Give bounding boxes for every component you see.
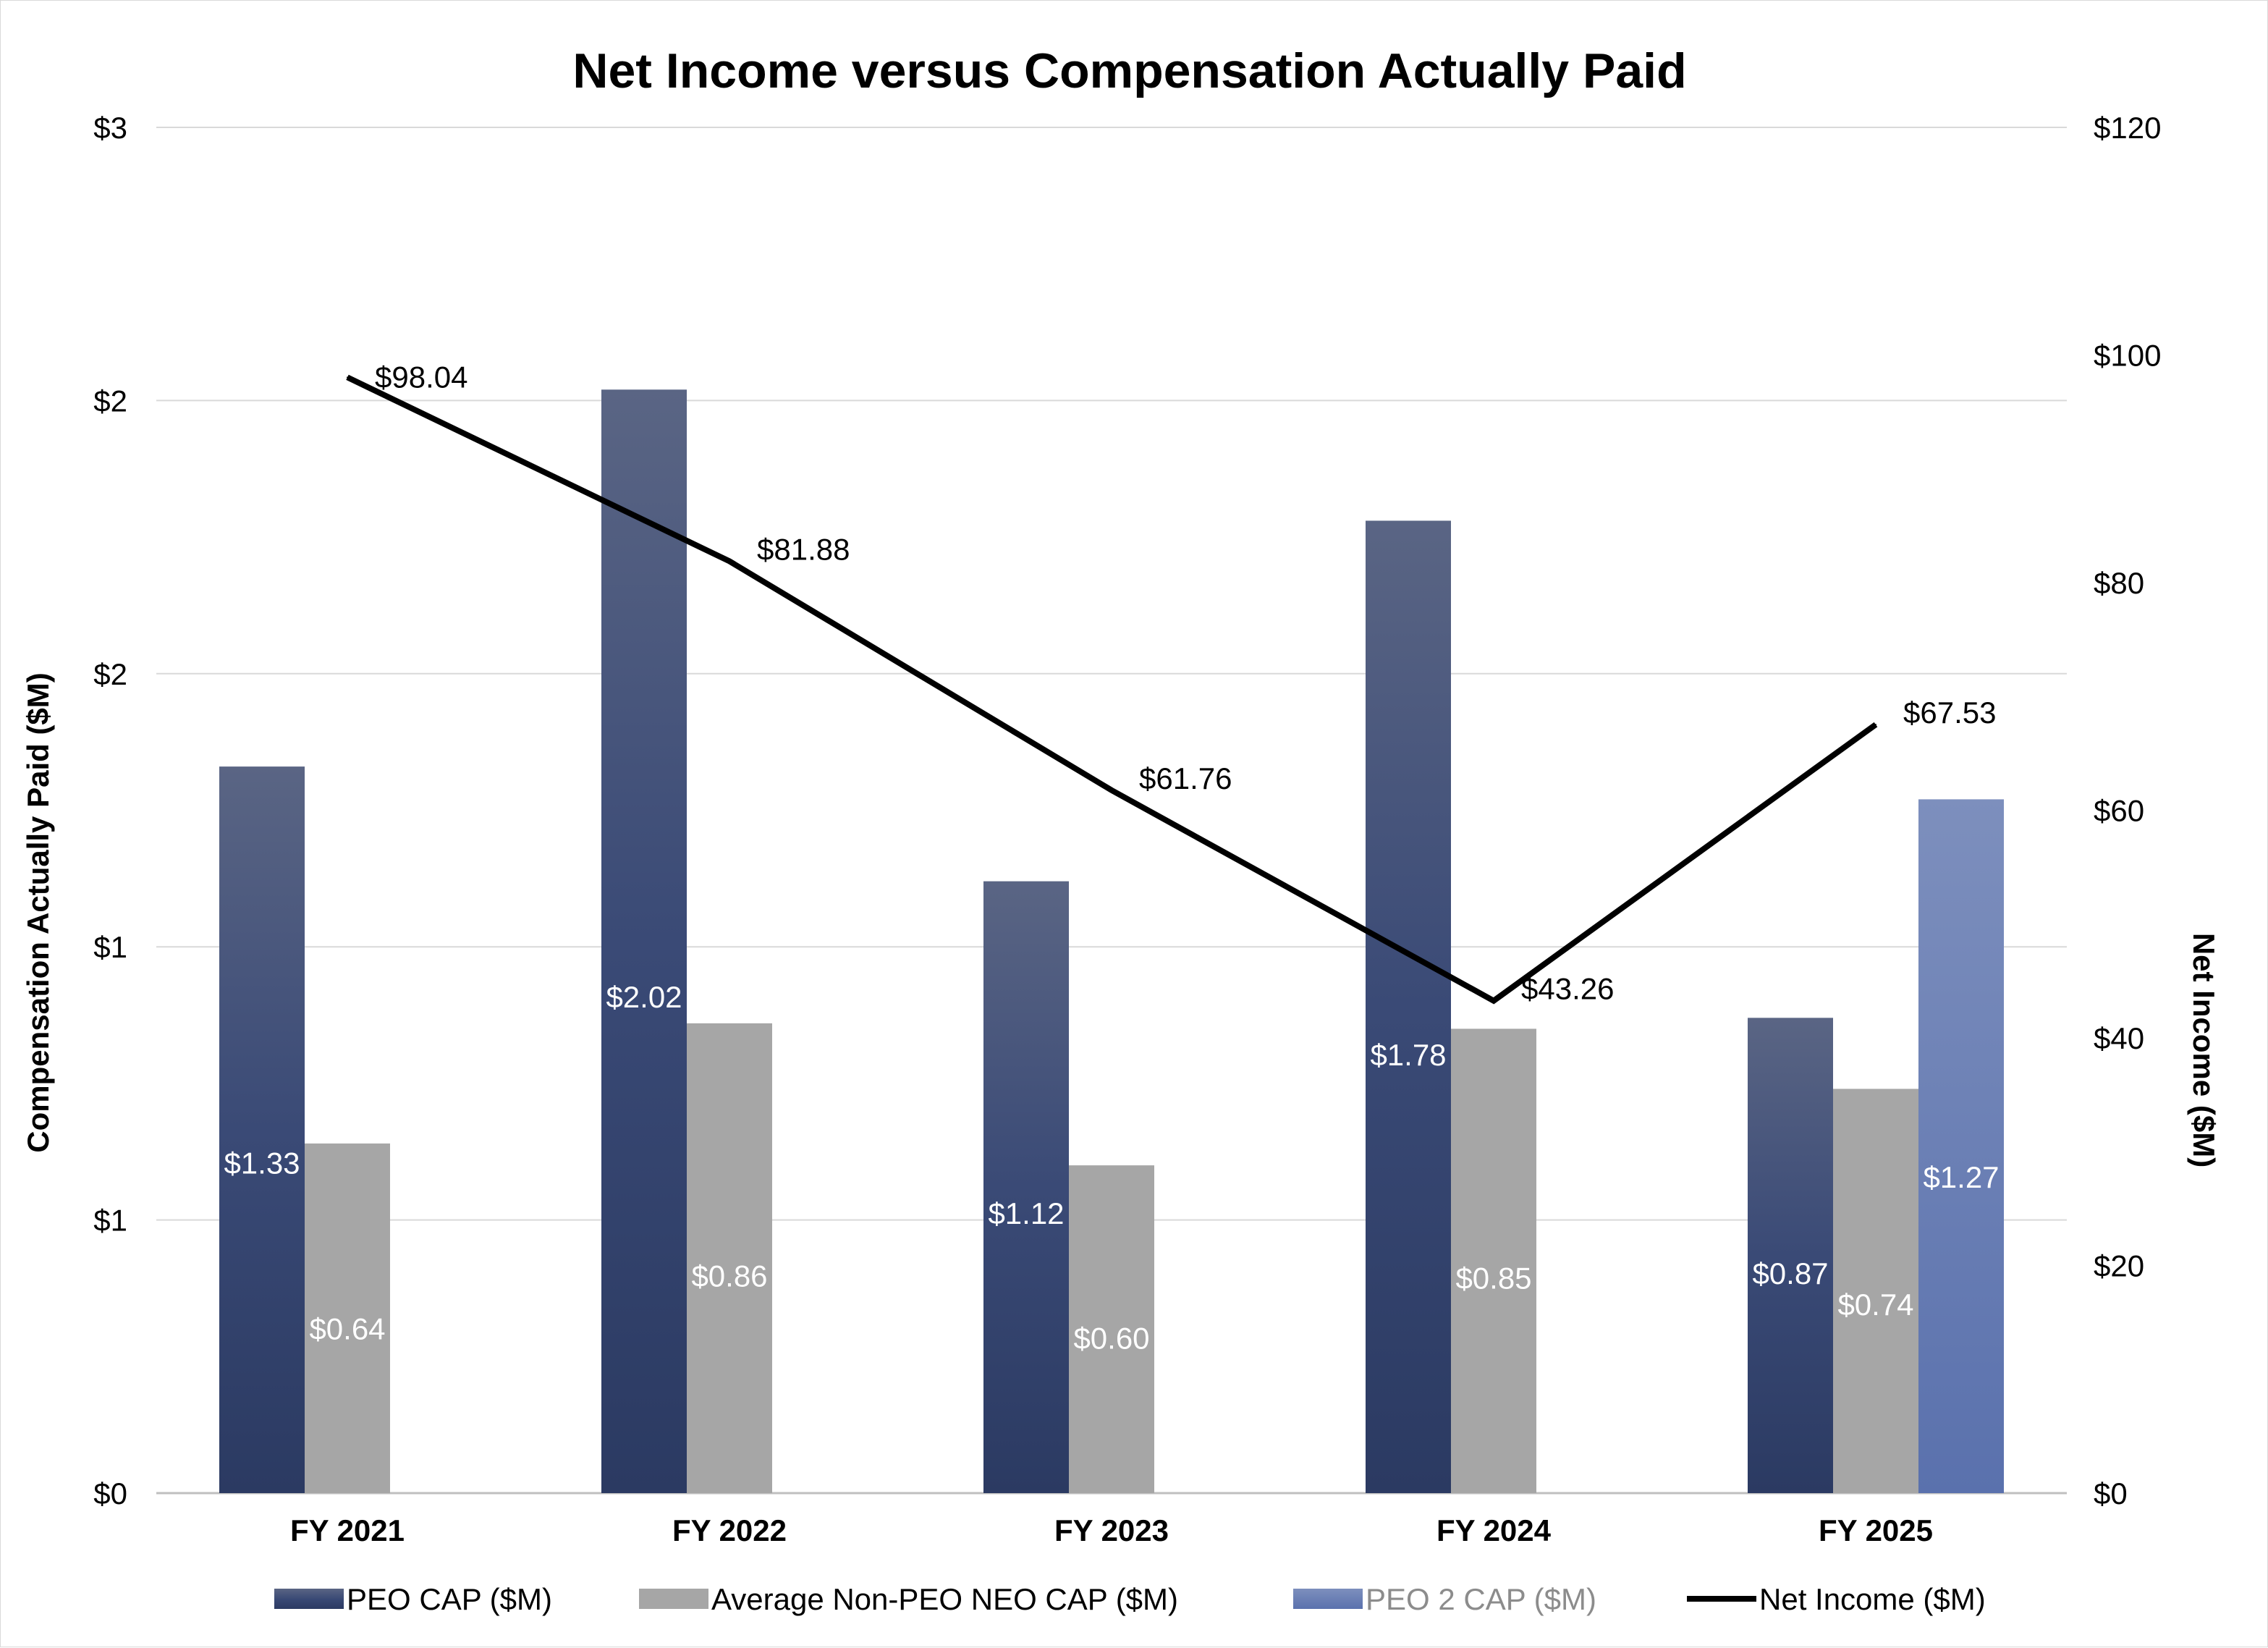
line-point (1875, 724, 1876, 726)
y2-tick-label: $40 (2094, 1021, 2144, 1055)
bar-average-non-peo-neo-cap-m- (305, 1143, 390, 1493)
bar-data-label: $2.02 (606, 980, 682, 1014)
y2-axis-title: Net Income ($M) (2187, 933, 2221, 1167)
y2-tick-label: $120 (2094, 111, 2161, 145)
legend-label: Average Non-PEO NEO CAP ($M) (711, 1582, 1178, 1616)
line-data-label: $61.76 (1139, 761, 1232, 795)
legend-swatch (1293, 1589, 1363, 1609)
bar-data-label: $0.64 (309, 1311, 385, 1345)
bar-average-non-peo-neo-cap-m- (1069, 1165, 1154, 1493)
y2-tick-label: $0 (2094, 1476, 2128, 1510)
line-point (1111, 789, 1112, 791)
chart-title: Net Income versus Compensation Actually … (572, 43, 1686, 98)
line-data-label: $67.53 (1903, 696, 1996, 730)
data-labels: $1.33 $0.64 $2.02 $0.86 $1.12 $0.60 $1.78 $0.85… (224, 980, 1999, 1356)
legend-swatch (639, 1589, 708, 1609)
legend-label: Net Income ($M) (1759, 1582, 1986, 1616)
legend-swatch (274, 1589, 344, 1609)
bar-data-label: $0.85 (1455, 1262, 1531, 1296)
x-tick-label: FY 2021 (290, 1513, 405, 1547)
y-tick-label: $0 (93, 1476, 127, 1510)
bar-peo-cap-m- (601, 389, 687, 1494)
bar-peo-cap-m- (1748, 1018, 1833, 1493)
bar-peo-2-cap-m- (1918, 799, 2004, 1493)
bar-data-label: $0.74 (1837, 1288, 1913, 1322)
y2-tick-label: $60 (2094, 794, 2144, 828)
bar-peo-cap-m- (1366, 520, 1451, 1493)
bar-data-label: $1.27 (1923, 1160, 1999, 1194)
net-income-line: $98.04 $81.88 $61.76 $43.26 $67.53 (346, 360, 1996, 1006)
y-tick-label: $2 (93, 657, 127, 691)
right-axis-ticks: $0 $20 $40 $60 $80 $100 $120 (2094, 111, 2161, 1510)
bar-peo-cap-m- (983, 881, 1069, 1493)
bar-average-non-peo-neo-cap-m- (1451, 1028, 1536, 1493)
net-income-polyline (346, 374, 1878, 1005)
y-tick-label: $1 (93, 1204, 127, 1238)
bar-peo-cap-m- (219, 766, 305, 1493)
x-tick-label: FY 2024 (1436, 1513, 1552, 1547)
bar-average-non-peo-neo-cap-m- (687, 1023, 772, 1493)
bar-data-label: $0.87 (1752, 1256, 1828, 1290)
y-axis-title: Compensation Actually Paid ($M) (21, 672, 55, 1153)
bar-data-label: $0.60 (1073, 1322, 1149, 1356)
legend-label: PEO CAP ($M) (347, 1582, 552, 1616)
bar-data-label: $1.12 (988, 1196, 1064, 1230)
line-data-label: $81.88 (757, 532, 850, 566)
line-point (729, 560, 730, 562)
line-point (347, 376, 348, 379)
line-data-label: $98.04 (375, 360, 467, 394)
bar-data-label: $1.78 (1370, 1038, 1446, 1072)
y-tick-label: $1 (93, 930, 127, 964)
legend-label: PEO 2 CAP ($M) (1366, 1582, 1596, 1616)
x-tick-label: FY 2025 (1819, 1513, 1933, 1547)
y2-tick-label: $80 (2094, 566, 2144, 600)
category-labels: FY 2021 FY 2022 FY 2023 FY 2024 FY 2025 (290, 1513, 1933, 1547)
y2-tick-label: $20 (2094, 1249, 2144, 1283)
y-tick-label: $3 (93, 111, 127, 145)
line-data-label: $43.26 (1521, 972, 1614, 1006)
x-tick-label: FY 2022 (672, 1513, 787, 1547)
y2-tick-label: $100 (2094, 339, 2161, 373)
x-tick-label: FY 2023 (1054, 1513, 1169, 1547)
line-point (1493, 1000, 1494, 1002)
bar-average-non-peo-neo-cap-m- (1833, 1089, 1918, 1493)
left-axis-ticks: $0 $1 $1 $2 $2 $3 (93, 111, 127, 1510)
y-tick-label: $2 (93, 384, 127, 418)
bars (219, 389, 2004, 1494)
legend: PEO CAP ($M) Average Non-PEO NEO CAP ($M)… (274, 1582, 1986, 1616)
bar-data-label: $1.33 (224, 1146, 300, 1180)
bar-data-label: $0.86 (691, 1259, 767, 1293)
